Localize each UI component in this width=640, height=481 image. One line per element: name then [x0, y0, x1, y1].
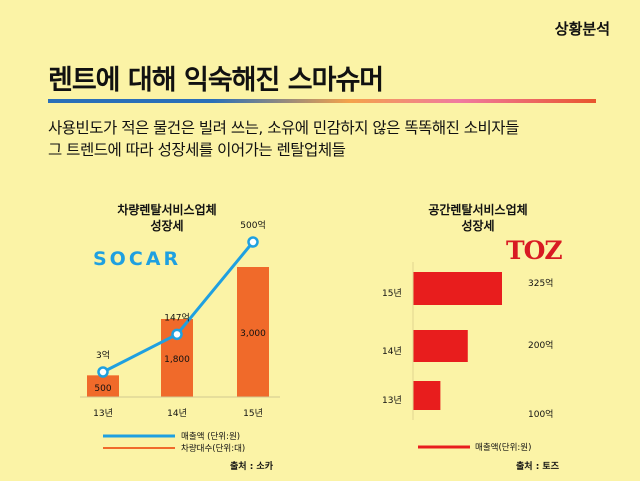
vehicle-chart-source: 출처 : 소카: [230, 462, 273, 472]
page-title: 렌트에 대해 익숙해진 스마슈머: [48, 65, 384, 96]
vehicle-x-tick-1: 13년: [93, 408, 113, 419]
vehicle-bar-label-1: 500: [94, 384, 111, 394]
title-divider: [48, 99, 596, 103]
subtitle-line-1: 사용빈도가 적은 물건은 빌려 쓰는, 소유에 민감하지 않은 똑똑해진 소비자…: [48, 119, 519, 137]
revenue-point-label-2: 147억: [164, 311, 189, 323]
space-bar-label-1: 325억: [528, 277, 553, 289]
space-y-tick-3: 13년: [382, 395, 402, 406]
vehicle-x-tick-3: 15년: [243, 408, 263, 419]
space-y-tick-1: 15년: [382, 288, 402, 299]
revenue-point-label-3: 500억: [240, 219, 265, 231]
space-y-tick-2: 14년: [382, 346, 402, 357]
space-bar-2: [413, 330, 468, 362]
legend-space-label: 매출액(단위:원): [475, 442, 531, 453]
space-chart-title-line1: 공간렌탈서비스업체: [428, 203, 528, 217]
subtitle-line-2: 그 트렌드에 따라 성장세를 이어가는 렌탈업체들: [48, 141, 346, 159]
toz-logo: TOZ: [506, 236, 563, 265]
space-chart-title: 공간렌탈서비스업체 성장세: [408, 202, 548, 234]
vehicle-bar-3: [237, 267, 269, 397]
vehicle-chart-title-line1: 차량렌탈서비스업체: [117, 203, 217, 217]
revenue-point-3: [247, 236, 259, 248]
vehicle-chart-title-line2: 성장세: [150, 219, 184, 233]
vehicle-bar-label-2: 1,800: [164, 355, 190, 365]
vehicle-bar-1: [87, 375, 119, 397]
revenue-point-label-1: 3억: [96, 349, 110, 361]
space-bar-label-2: 200억: [528, 339, 553, 351]
vehicle-bar-label-3: 3,000: [240, 329, 266, 339]
revenue-point-2: [171, 328, 183, 341]
vehicle-x-tick-2: 14년: [167, 408, 187, 419]
legend-vehicle-label: 차량대수(단위:대): [181, 443, 245, 454]
corner-label: 상황분석: [554, 20, 610, 38]
space-bar-1: [413, 272, 502, 305]
legend-revenue-label: 매출액 (단위:원): [181, 431, 240, 442]
space-chart-title-line2: 성장세: [461, 219, 495, 233]
socar-logo: SOCAR: [93, 248, 182, 270]
revenue-point-1: [97, 366, 109, 378]
space-bar-3: [413, 381, 441, 410]
space-chart-source: 출처 : 토즈: [516, 462, 559, 472]
space-bar-label-3: 100억: [528, 408, 553, 420]
vehicle-chart-title: 차량렌탈서비스업체 성장세: [102, 202, 232, 234]
